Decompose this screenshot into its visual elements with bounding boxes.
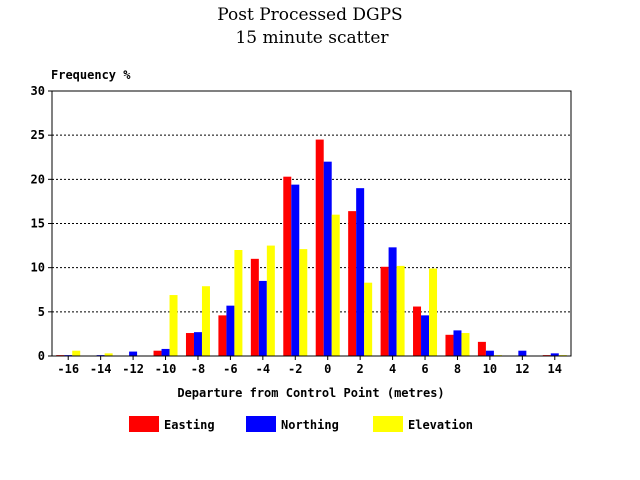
chart-subtitle: 15 minute scatter [235,28,389,48]
x-tick-label: -8 [191,362,205,376]
bar-easting [413,306,422,356]
bar-elevation [364,282,373,356]
x-tick-label: 12 [515,362,529,376]
x-axis-label: Departure from Control Point (metres) [177,386,444,400]
bar-elevation [429,268,438,356]
y-tick-label: 20 [31,172,45,186]
x-tick-label: 10 [483,362,497,376]
bar-northing [485,350,494,356]
bar-elevation [234,250,243,356]
x-axis-ticks: -16 -14 -12 -10 -8 -6 -4 -2 0 2 4 6 8 10 12 14 [57,356,562,376]
y-tick-label: 5 [38,305,45,319]
bar-elevation [299,249,308,356]
bar-elevation [266,245,275,356]
bar-easting [153,350,162,356]
legend-swatch-northing [246,416,276,432]
bar-easting [218,315,227,356]
x-tick-label: -16 [57,362,79,376]
x-tick-label: 0 [324,362,331,376]
bar-northing [323,161,332,356]
bar-elevation [201,286,210,356]
bar-northing [258,280,267,356]
legend: Easting Northing Elevation [129,416,473,432]
x-tick-label: 6 [421,362,428,376]
y-tick-label: 30 [31,84,45,98]
bar-northing [421,315,430,356]
legend-label: Easting [164,418,215,432]
x-tick-label: -6 [223,362,237,376]
x-tick-label: -4 [256,362,270,376]
bar-easting [283,176,292,356]
gridlines [52,134,571,313]
bar-easting [348,211,357,356]
bar-northing [193,332,202,356]
bar-easting [250,258,259,356]
bar-northing [161,348,170,356]
bar-elevation [461,333,470,356]
legend-label: Northing [281,418,339,432]
bar-northing [453,330,462,356]
bar-northing [518,350,527,356]
bar-elevation [104,353,113,356]
legend-swatch-easting [129,416,159,432]
bar-northing [291,184,300,356]
bar-elevation [331,214,340,356]
bar-elevation [169,295,178,356]
x-tick-label: -10 [155,362,177,376]
legend-swatch-elevation [373,416,403,432]
bar-easting [185,333,194,356]
y-axis-ticks: 0 5 10 15 20 25 30 [31,84,52,363]
bar-easting [315,139,324,356]
bar-easting [477,341,486,356]
bar-easting [445,334,454,356]
bar-easting [380,266,389,356]
y-tick-label: 10 [31,261,45,275]
x-tick-label: 14 [548,362,562,376]
bar-northing [356,188,365,356]
x-tick-label: -2 [288,362,302,376]
x-tick-label: -14 [90,362,112,376]
x-tick-label: 2 [357,362,364,376]
y-axis-label: Frequency % [51,68,131,82]
bar-elevation [396,265,405,356]
y-tick-label: 25 [31,128,45,142]
bar-northing [550,353,559,356]
x-tick-label: 4 [389,362,396,376]
bar-northing [226,305,235,356]
y-tick-label: 0 [38,349,45,363]
x-tick-label: -12 [122,362,144,376]
bar-elevation [72,350,81,356]
legend-label: Elevation [408,418,473,432]
bars [56,139,567,356]
bar-northing [129,351,138,356]
chart-title: Post Processed DGPS [217,5,402,25]
y-tick-label: 15 [31,217,45,231]
bar-northing [388,247,397,356]
x-tick-label: 8 [454,362,461,376]
